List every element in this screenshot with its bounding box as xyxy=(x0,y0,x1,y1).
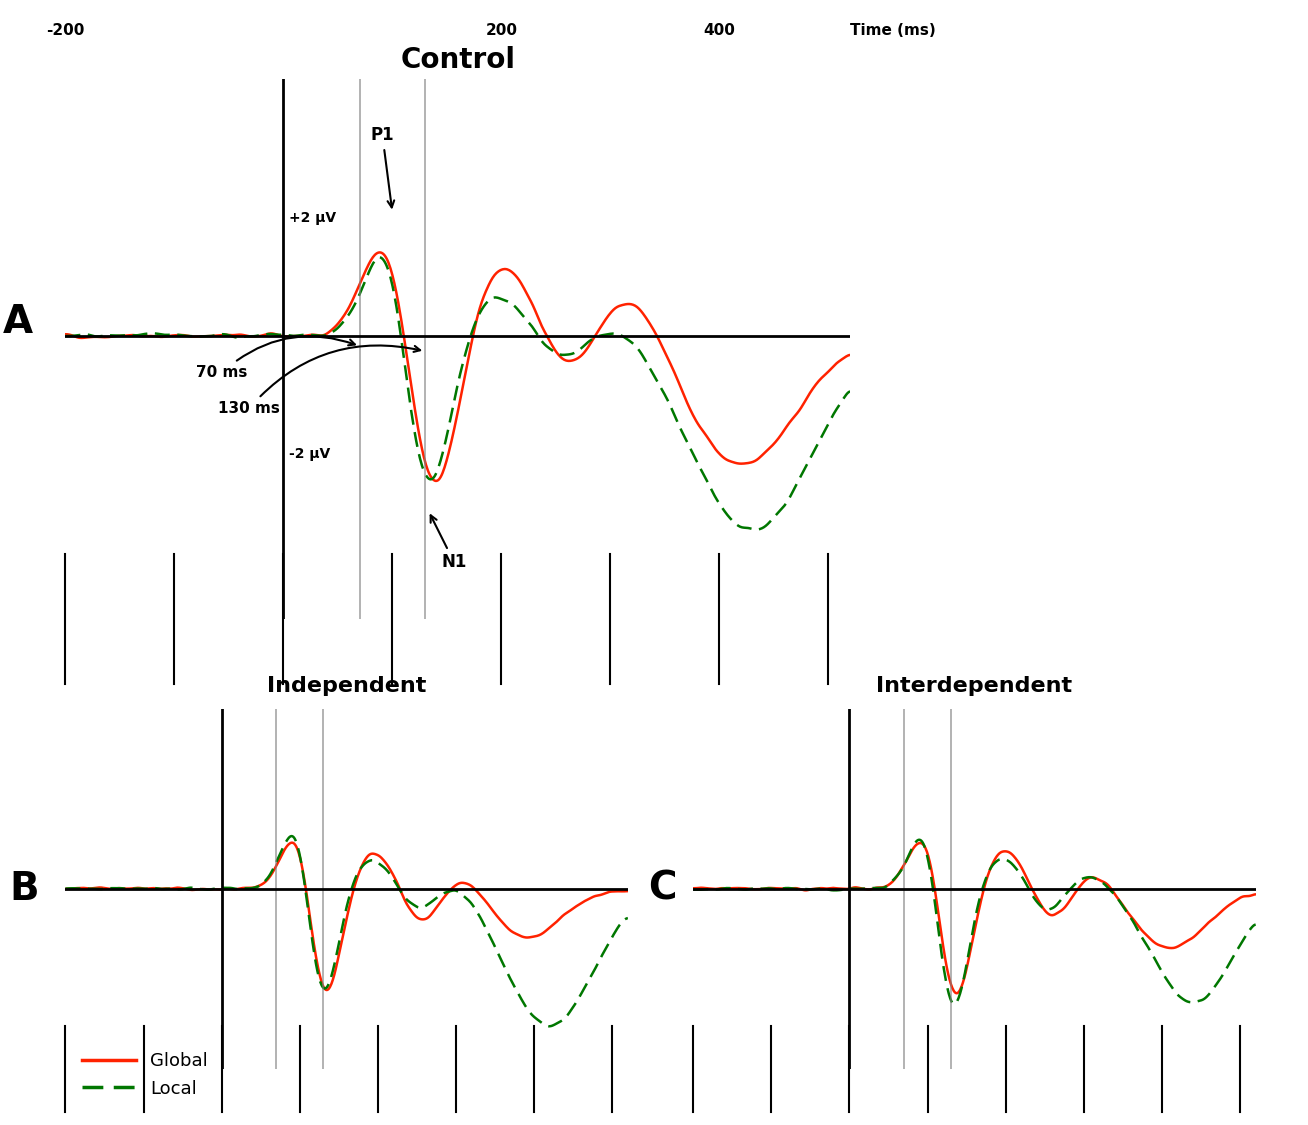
Title: Control: Control xyxy=(400,46,515,73)
Text: 130 ms: 130 ms xyxy=(218,345,420,416)
Text: P1: P1 xyxy=(370,126,394,207)
Text: Independent: Independent xyxy=(267,676,426,696)
Text: N1: N1 xyxy=(430,515,467,572)
Text: C: C xyxy=(649,870,676,908)
Text: 70 ms: 70 ms xyxy=(196,336,354,380)
Text: 400: 400 xyxy=(704,22,735,37)
Text: Interdependent: Interdependent xyxy=(876,676,1073,696)
Legend: Global, Local: Global, Local xyxy=(75,1045,216,1105)
Text: -2 μV: -2 μV xyxy=(289,447,330,461)
Text: +2 μV: +2 μV xyxy=(289,210,336,225)
Text: Time (ms): Time (ms) xyxy=(850,22,937,37)
Text: A: A xyxy=(3,303,33,341)
Text: B: B xyxy=(9,870,39,908)
Text: -200: -200 xyxy=(46,22,85,37)
Text: 200: 200 xyxy=(485,22,518,37)
